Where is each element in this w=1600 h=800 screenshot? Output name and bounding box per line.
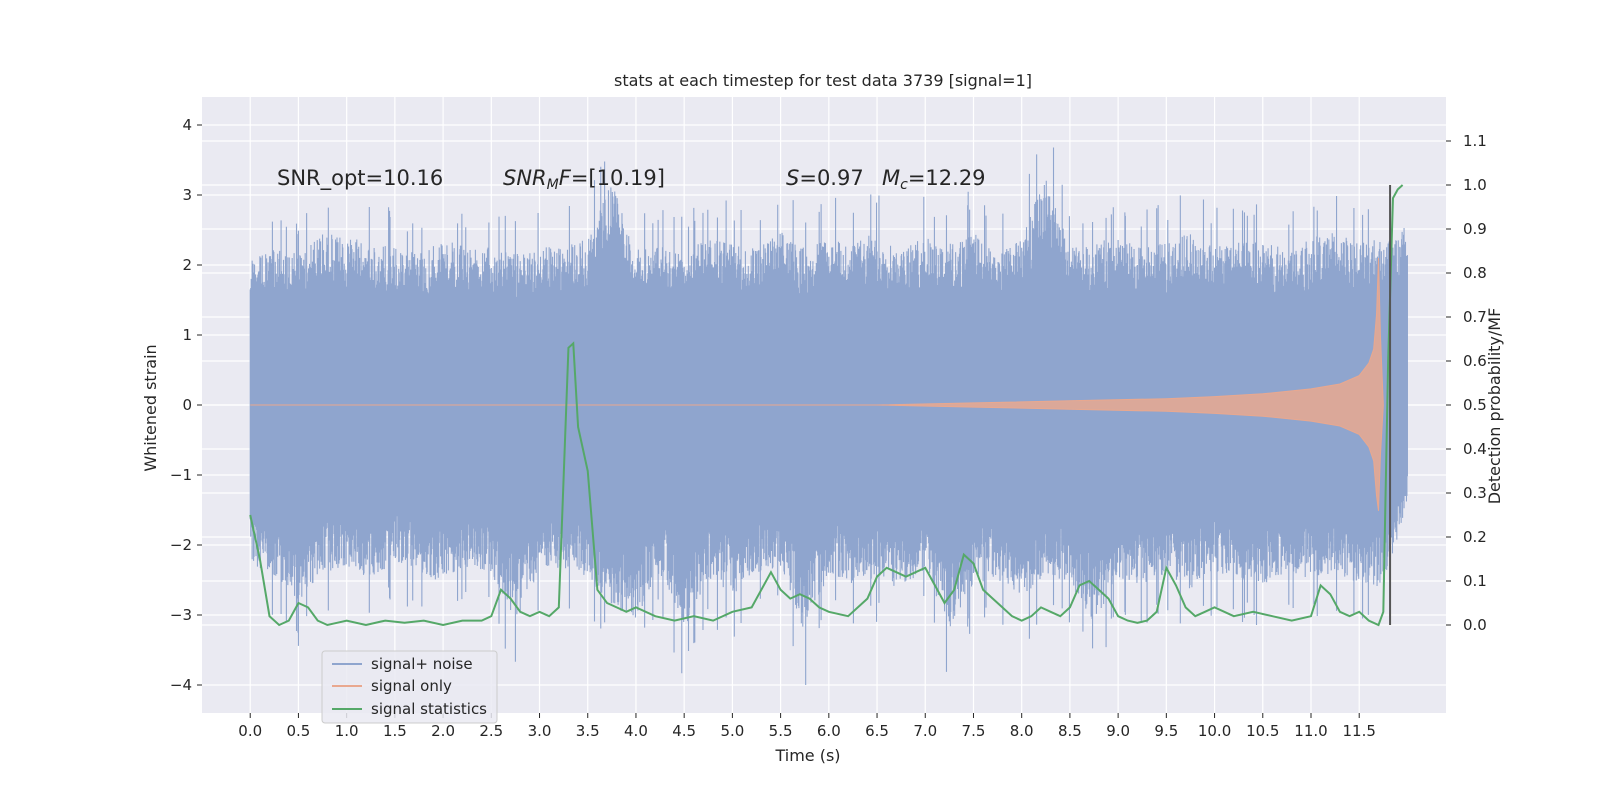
- x-tick-label: 10.5: [1246, 722, 1279, 740]
- x-axis: 0.0 0.5 1.0 1.5 2.0 2.5 3.0 3.5 4.0 4.5 5.0 5.5 6.0 6…: [238, 713, 1376, 740]
- x-tick-label: 0.5: [287, 722, 311, 740]
- x-tick-label: 7.0: [913, 722, 937, 740]
- y-axis-left: −4 −3 −2 −1 0 1 2 3 4: [170, 116, 202, 694]
- x-tick-label: 2.0: [431, 722, 455, 740]
- x-tick-label: 9.0: [1106, 722, 1130, 740]
- x-axis-label: Time (s): [774, 746, 840, 765]
- series-signal-only: [250, 257, 1384, 511]
- x-tick-label: 11.5: [1343, 722, 1376, 740]
- x-tick-label: 3.0: [528, 722, 552, 740]
- x-tick-label: 2.5: [479, 722, 503, 740]
- y2-tick-label: 1.1: [1463, 132, 1487, 150]
- signal-only-trace: [250, 257, 1384, 511]
- y2-tick-label: 0.5: [1463, 396, 1487, 414]
- y-tick-label: −1: [170, 466, 192, 484]
- snr-mf-sub: M: [547, 177, 559, 193]
- y-tick-label: −4: [170, 676, 192, 694]
- chart-title: stats at each timestep for test data 373…: [614, 71, 1032, 90]
- y2-tick-label: 0.7: [1463, 308, 1487, 326]
- s-value: =0.97: [799, 166, 863, 190]
- x-tick-label: 5.5: [769, 722, 793, 740]
- x-tick-label: 6.0: [817, 722, 841, 740]
- y2-tick-label: 0.6: [1463, 352, 1487, 370]
- y-tick-label: −3: [170, 606, 192, 624]
- snr-mf-value: =[10.19]: [571, 166, 665, 190]
- x-tick-label: 9.5: [1154, 722, 1178, 740]
- annotation-s: S=0.97: [786, 166, 864, 190]
- mc-value: =12.29: [908, 166, 986, 190]
- y-axis-right: 0.0 0.1 0.2 0.3 0.4 0.5 0.6 0.7 0.8 0.9 1.0 1.1: [1446, 132, 1487, 634]
- y-tick-label: 2: [182, 256, 192, 274]
- snr-mf-label: SNR: [503, 166, 547, 190]
- y-tick-label: 0: [182, 396, 192, 414]
- y2-tick-label: 0.0: [1463, 616, 1487, 634]
- x-tick-label: 1.0: [335, 722, 359, 740]
- x-tick-label: 11.0: [1294, 722, 1327, 740]
- y2-tick-label: 0.4: [1463, 440, 1487, 458]
- legend-label-signal-noise: signal+ noise: [371, 655, 473, 673]
- y-tick-label: −2: [170, 536, 192, 554]
- x-tick-label: 4.0: [624, 722, 648, 740]
- y2-tick-label: 0.1: [1463, 572, 1487, 590]
- mc-label: M: [882, 166, 900, 190]
- x-tick-label: 8.0: [1010, 722, 1034, 740]
- s-label: S: [786, 166, 799, 190]
- y2-tick-label: 0.2: [1463, 528, 1487, 546]
- y-tick-label: 4: [182, 116, 192, 134]
- legend-label-signal-only: signal only: [371, 677, 452, 695]
- y2-tick-label: 0.3: [1463, 484, 1487, 502]
- annotation-mc: Mc=12.29: [882, 166, 986, 193]
- y-tick-label: 3: [182, 186, 192, 204]
- y2-tick-label: 0.9: [1463, 220, 1487, 238]
- annotation-snr-mf: SNRMF=[10.19]: [503, 166, 665, 193]
- signal-statistics-line: [249, 184, 1404, 627]
- y2-tick-label: 0.8: [1463, 264, 1487, 282]
- x-tick-label: 1.5: [383, 722, 407, 740]
- legend-box: [321, 650, 498, 724]
- x-tick-label: 5.0: [720, 722, 744, 740]
- y2-tick-label: 1.0: [1463, 176, 1487, 194]
- x-tick-label: 7.5: [962, 722, 986, 740]
- snr-mf-f: F: [559, 166, 572, 190]
- mc-sub: c: [900, 177, 908, 193]
- x-tick-label: 3.5: [576, 722, 600, 740]
- y2-axis-label: Detection probability/MF: [1485, 308, 1504, 505]
- x-tick-label: 0.0: [238, 722, 262, 740]
- y-tick-label: 1: [182, 326, 192, 344]
- legend-label-signal-statistics: signal statistics: [371, 700, 487, 718]
- x-tick-label: 8.5: [1058, 722, 1082, 740]
- legend: signal+ noise signal only signal statist…: [321, 650, 498, 724]
- x-tick-label: 6.5: [865, 722, 889, 740]
- annotation-snr-opt: SNR_opt=10.16: [277, 166, 443, 191]
- x-tick-label: 10.0: [1198, 722, 1231, 740]
- series-signal-statistics: [249, 184, 1404, 627]
- y-axis-label: Whitened strain: [141, 344, 160, 471]
- x-tick-label: 4.5: [672, 722, 696, 740]
